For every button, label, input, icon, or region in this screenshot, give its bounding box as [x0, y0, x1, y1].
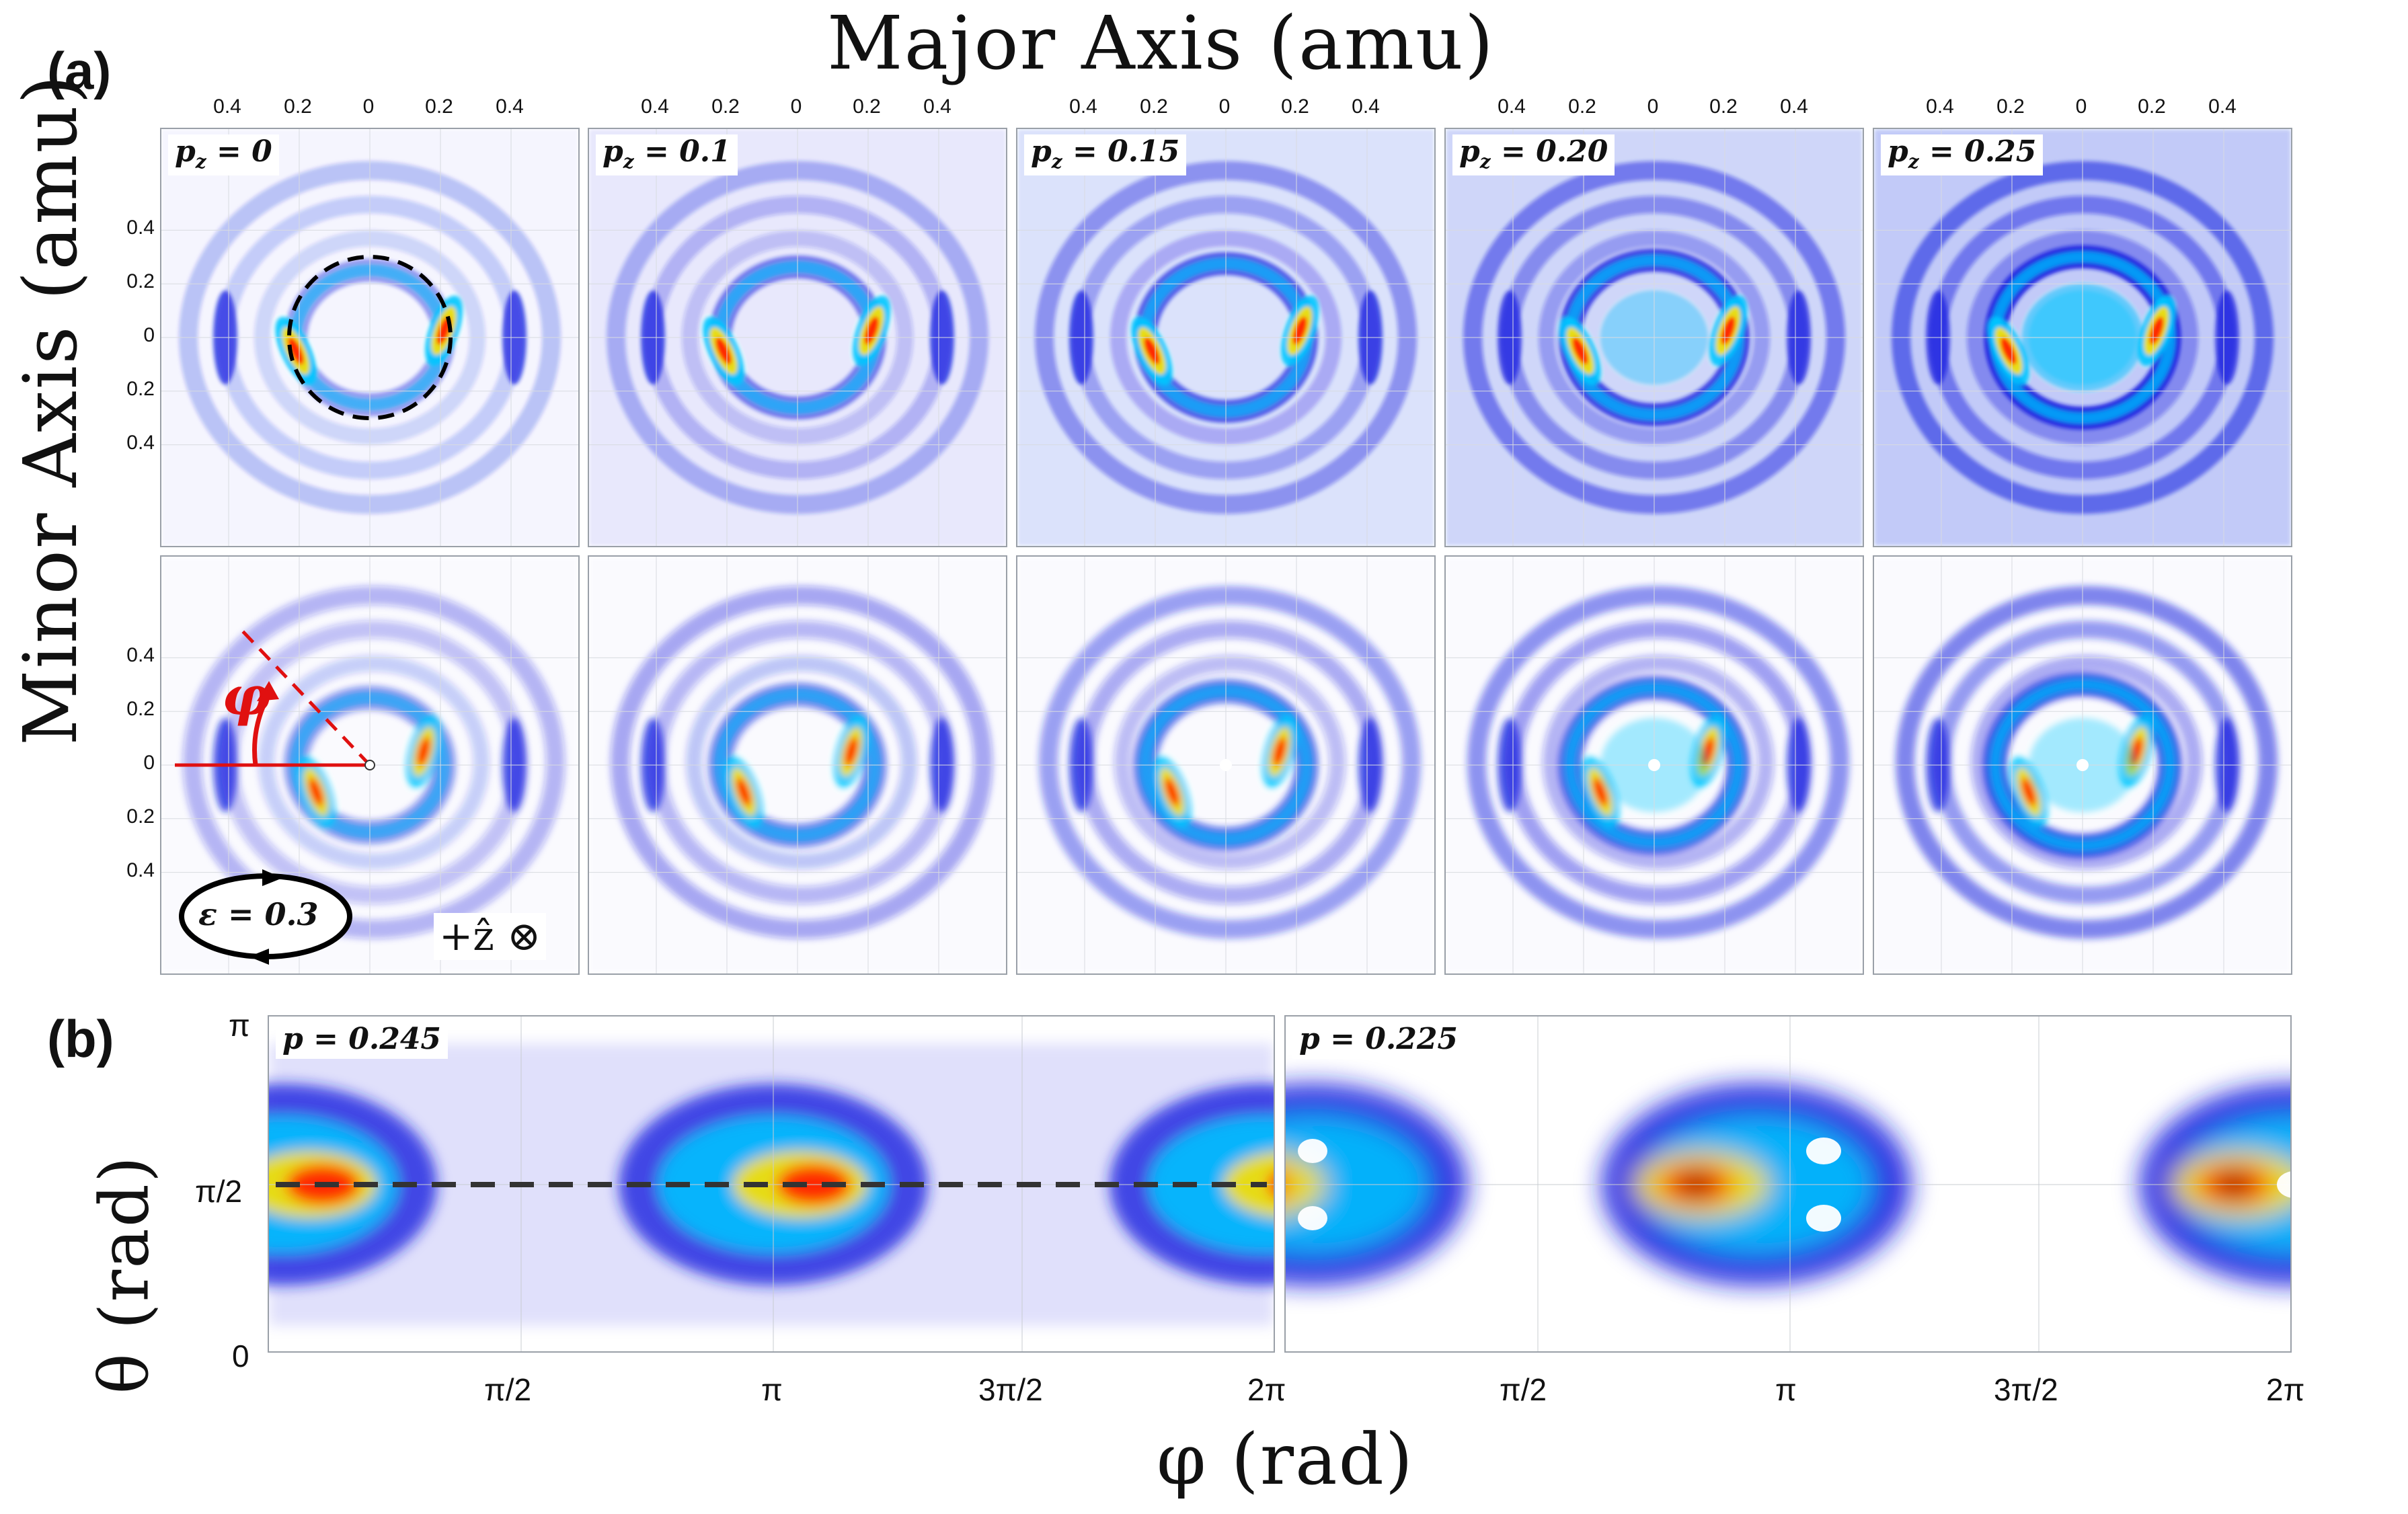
top-tick-label: 0.4 [1069, 95, 1097, 118]
panel-b-theory: p = 0.225 [1284, 1015, 2292, 1353]
momentum-map [589, 129, 1006, 546]
experiment-panel-col-3: pz = 0.15 [1016, 128, 1436, 547]
theory-panel-col-2 [588, 555, 1007, 975]
momentum-map [589, 557, 1006, 973]
panel-label-a: (a) [47, 41, 112, 100]
minor-axis-label: Minor Axis (amu) [7, 73, 93, 746]
epsilon-annotation: ε = 0.3 [198, 896, 319, 932]
panel-b-experiment: p = 0.245 [268, 1015, 1275, 1353]
top-tick-label: 0.4 [923, 95, 951, 118]
b-ytick-zero: 0 [232, 1339, 249, 1373]
panel-b-right-tag: p = 0.225 [1292, 1022, 1465, 1059]
momentum-map [1017, 129, 1434, 546]
top-tick-label: 0.2 [1140, 95, 1168, 118]
left-tick-label: 0 [143, 324, 155, 346]
top-tick-label: 0.4 [1780, 95, 1808, 118]
top-tick-label: 0.4 [641, 95, 669, 118]
experiment-panel-col-1: pz = 0 [160, 128, 580, 547]
b-right-xtick-3: 3π/2 [1994, 1372, 2058, 1407]
left-tick-label: 0.4 [126, 432, 155, 454]
pz-label: pz = 0 [168, 134, 279, 175]
b-right-xtick-2: π [1775, 1372, 1797, 1407]
theta-axis-label: θ (rad) [85, 1155, 164, 1394]
momentum-map [1874, 557, 2291, 973]
top-tick-label: 0.4 [213, 95, 241, 118]
momentum-map [1874, 129, 2291, 546]
top-tick-label: 0 [1218, 95, 1231, 118]
top-tick-label: 0.2 [1568, 95, 1596, 118]
left-tick-label: 0.4 [126, 859, 155, 881]
top-tick-label: 0.4 [1926, 95, 1954, 118]
major-axis-title: Major Axis (amu) [827, 0, 1495, 86]
momentum-map [161, 129, 578, 546]
theory-panel-col-4 [1444, 555, 1864, 975]
phi-annotation: φ [222, 664, 271, 727]
pz-label: pz = 0.15 [1024, 134, 1187, 175]
panel-label-b: (b) [47, 1009, 114, 1068]
b-left-xtick-2: π [761, 1372, 783, 1407]
left-tick-label: 0.4 [126, 216, 155, 239]
left-tick-label: 0.2 [126, 698, 155, 720]
momentum-map [161, 557, 578, 973]
top-tick-label: 0.2 [284, 95, 312, 118]
left-tick-label: 0.2 [126, 270, 155, 292]
top-tick-label: 0.4 [1498, 95, 1526, 118]
theory-panel-col-3 [1016, 555, 1436, 975]
top-tick-label: 0 [362, 95, 375, 118]
left-tick-label: 0.4 [126, 644, 155, 666]
momentum-map [1446, 557, 1863, 973]
momentum-map [1446, 129, 1863, 546]
momentum-map [1017, 557, 1434, 973]
b-ytick-pi-half: π/2 [195, 1174, 243, 1209]
top-tick-label: 0.2 [711, 95, 740, 118]
top-tick-label: 0 [790, 95, 802, 118]
experiment-panel-col-4: pz = 0.20 [1444, 128, 1864, 547]
top-tick-label: 0.2 [1996, 95, 2025, 118]
top-tick-label: 0.2 [1709, 95, 1738, 118]
b-ytick-pi: π [229, 1008, 250, 1043]
panel-b-left-tag: p = 0.245 [276, 1022, 449, 1059]
left-tick-label: 0 [143, 752, 155, 774]
top-tick-label: 0.4 [496, 95, 524, 118]
top-tick-label: 0.2 [1281, 95, 1309, 118]
panel-b-theory-map [1286, 1017, 2290, 1351]
top-tick-label: 0.2 [853, 95, 881, 118]
experiment-panel-col-5: pz = 0.25 [1873, 128, 2292, 547]
top-tick-label: 0 [2075, 95, 2087, 118]
top-tick-label: 0.2 [2138, 95, 2166, 118]
theory-panel-col-1: φ ε = 0.3 +ẑ ⊗ [160, 555, 580, 975]
pz-label: pz = 0.25 [1881, 134, 2044, 175]
panel-b-experiment-map [269, 1017, 1274, 1351]
b-right-xtick-1: π/2 [1500, 1372, 1547, 1407]
left-tick-label: 0.2 [126, 805, 155, 828]
b-right-xtick-4: 2π [2266, 1372, 2305, 1407]
b-left-xtick-1: π/2 [484, 1372, 532, 1407]
top-tick-label: 0 [1647, 95, 1659, 118]
left-tick-label: 0.2 [126, 378, 155, 400]
top-tick-label: 0.4 [2208, 95, 2237, 118]
top-tick-label: 0.4 [1352, 95, 1380, 118]
z-direction-annotation: +ẑ ⊗ [434, 913, 547, 960]
pz-label: pz = 0.1 [596, 134, 738, 175]
phi-axis-label: φ (rad) [1157, 1419, 1414, 1501]
experiment-panel-col-2: pz = 0.1 [588, 128, 1007, 547]
b-left-xtick-3: 3π/2 [978, 1372, 1043, 1407]
top-tick-label: 0.2 [425, 95, 453, 118]
pz-label: pz = 0.20 [1452, 134, 1615, 175]
b-left-xtick-4: 2π [1247, 1372, 1286, 1407]
theory-panel-col-5 [1873, 555, 2292, 975]
